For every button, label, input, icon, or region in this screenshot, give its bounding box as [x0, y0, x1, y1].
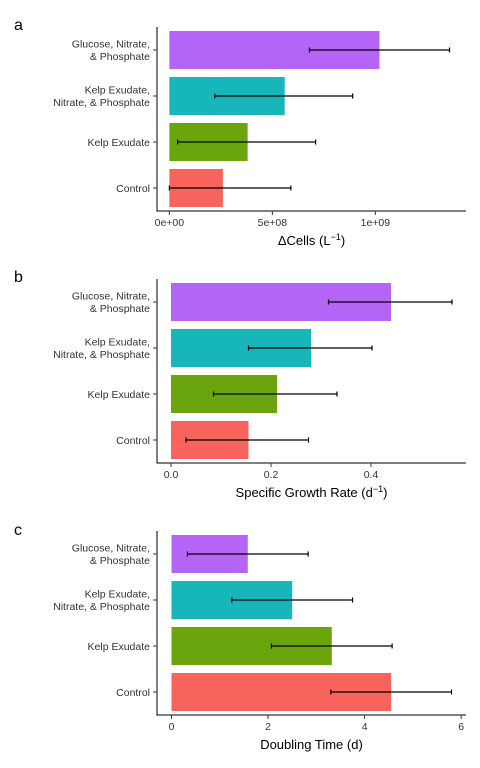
error-bar [247, 345, 373, 351]
x-tick-label: 6 [458, 721, 464, 733]
x-axis-title: Specific Growth Rate (d−1) [236, 484, 388, 500]
error-bar [231, 597, 354, 603]
error-bar [308, 47, 451, 53]
category-label: Kelp Exudate, Nitrate, & Phosphate [53, 85, 150, 110]
error-bar [186, 551, 309, 557]
panel-b: b Control Kelp Exudate Kelp Exudate, Nitrate… [14, 269, 466, 500]
category-label: Glucose, Nitrate, & Phosphate [72, 291, 150, 316]
error-bar [168, 185, 292, 191]
category-label: Kelp Exudate, Nitrate, & Phosphate [53, 589, 150, 614]
category-label: Kelp Exudate [88, 641, 151, 653]
x-tick-label: 0.2 [264, 469, 279, 481]
x-tick-label: 5e+08 [258, 217, 288, 229]
panel-letter: b [14, 269, 23, 286]
x-tick-label: 1e+09 [361, 217, 391, 229]
error-bar [177, 139, 317, 145]
panel-c: c Control Kelp Exudate Kelp Exudate, Nitrate… [14, 522, 466, 752]
x-tick-label: 0 [169, 721, 175, 733]
category-label: Glucose, Nitrate, & Phosphate [72, 543, 150, 568]
category-label: Kelp Exudate [88, 137, 151, 149]
error-bar [327, 299, 453, 305]
error-bar [212, 391, 338, 397]
x-axis-title: Doubling Time (d) [260, 737, 363, 752]
panel-letter: a [14, 17, 23, 34]
x-tick-label: 4 [362, 721, 368, 733]
x-tick-label: 0e+00 [155, 217, 185, 229]
x-axis-title: ΔCells (L−1) [278, 232, 345, 248]
x-tick-label: 2 [265, 721, 271, 733]
category-label: Glucose, Nitrate, & Phosphate [72, 39, 150, 64]
category-label: Control [116, 687, 150, 699]
category-label: Kelp Exudate [88, 389, 151, 401]
error-bar [185, 437, 310, 443]
x-tick-label: 0.0 [164, 469, 179, 481]
panel-a: a Control Kelp Exudate Kelp Exudate, Nitrate… [14, 17, 466, 248]
error-bar [330, 689, 453, 695]
x-tick-label: 0.4 [364, 469, 379, 481]
error-bar [214, 93, 354, 99]
error-bar [270, 643, 393, 649]
category-label: Control [116, 183, 150, 195]
panel-letter: c [14, 522, 22, 539]
category-label: Kelp Exudate, Nitrate, & Phosphate [53, 337, 150, 362]
category-label: Control [116, 435, 150, 447]
